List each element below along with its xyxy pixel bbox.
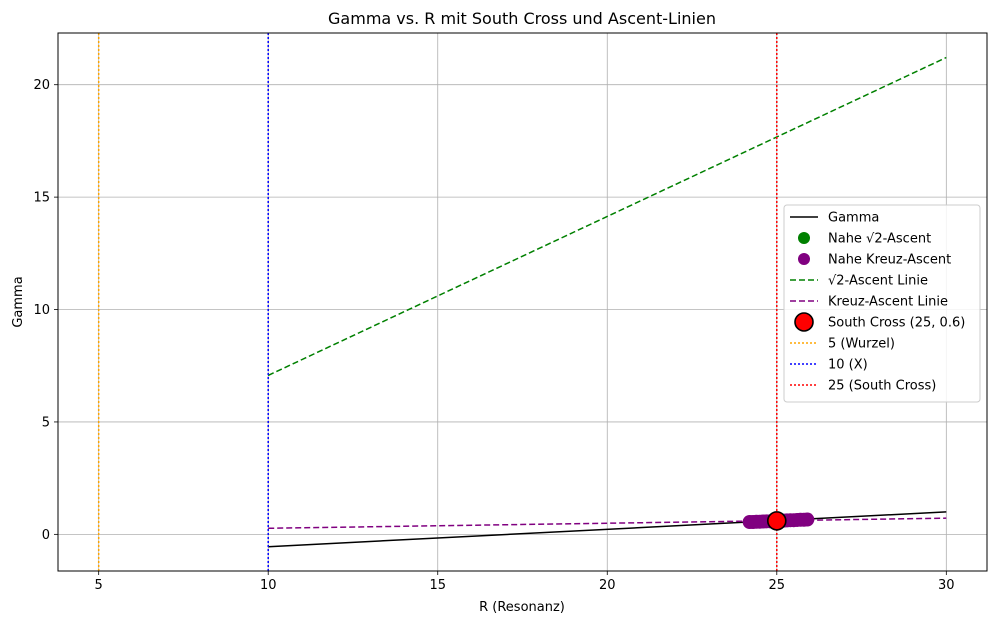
legend-label: Nahe √2-Ascent: [828, 232, 931, 247]
legend-swatch-nahe-2-ascent: [798, 232, 810, 244]
legend-label: South Cross (25, 0.6): [828, 316, 965, 331]
y-axis-label: Gamma: [11, 276, 26, 327]
line-gamma: [268, 511, 947, 548]
x-tick-label: 10: [260, 578, 277, 593]
south-cross-marker: [766, 511, 787, 531]
chart-title: Gamma vs. R mit South Cross und Ascent-L…: [328, 9, 716, 28]
y-tick-label: 15: [33, 191, 50, 206]
plot-frame: [57, 32, 988, 572]
line-2-ascent-linie: [267, 56, 947, 377]
point-nahe-kreuz-ascent: [800, 512, 815, 527]
legend-swatch-south-cross-25-0-6: [794, 312, 814, 332]
ticks: 5 10 15 20 25 30 0 5 10 15 20: [33, 78, 954, 593]
legend: Gamma Nahe √2-Ascent Nahe Kreuz-Ascent √2-A…: [783, 204, 981, 403]
x-tick-label: 25: [769, 578, 786, 593]
legend-label: 25 (South Cross): [828, 379, 936, 394]
y-tick-label: 20: [33, 78, 50, 93]
legend-label: Nahe Kreuz-Ascent: [828, 253, 951, 268]
legend-label: 10 (X): [828, 358, 868, 373]
line-kreuz-ascent-linie: [268, 517, 947, 530]
series-layer: [97, 33, 947, 571]
x-tick-label: 15: [429, 578, 446, 593]
legend-swatch-nahe-kreuz-ascent: [798, 253, 810, 265]
x-tick-label: 30: [938, 578, 955, 593]
legend-label: Kreuz-Ascent Linie: [828, 295, 948, 310]
x-tick-label: 5: [95, 578, 103, 593]
legend-label: 5 (Wurzel): [828, 337, 895, 352]
x-axis-label: R (Resonanz): [479, 600, 565, 615]
y-tick-label: 0: [42, 528, 50, 543]
legend-label: √2-Ascent Linie: [828, 274, 928, 289]
y-tick-label: 10: [33, 303, 50, 318]
legend-label: Gamma: [828, 211, 879, 226]
legend-box: [783, 204, 981, 403]
y-tick-label: 5: [42, 415, 50, 430]
x-tick-label: 20: [599, 578, 616, 593]
